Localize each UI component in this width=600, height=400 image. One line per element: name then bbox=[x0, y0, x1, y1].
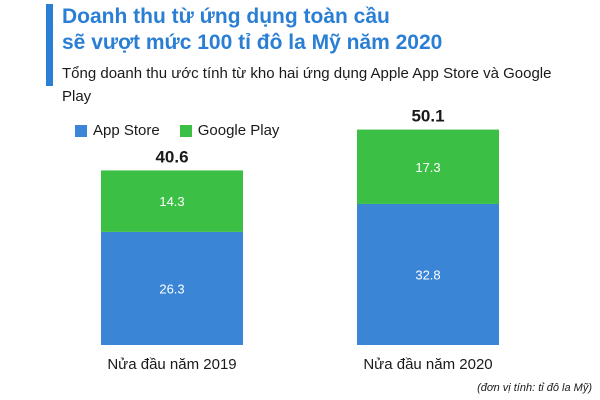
chart-title-line-2: sẽ vượt mức 100 tỉ đô la Mỹ năm 2020 bbox=[62, 31, 443, 54]
chart-subtitle: Tổng doanh thu ước tính từ kho hai ứng d… bbox=[62, 65, 552, 105]
total-label-2: 50.1 bbox=[411, 107, 444, 126]
legend-item-google-play: Google Play bbox=[179, 122, 280, 139]
legend-label-app-store: App Store bbox=[93, 122, 160, 139]
data-label-google-play-1: 14.3 bbox=[159, 194, 184, 209]
legend: App Store Google Play bbox=[75, 122, 299, 139]
bar-segment-app-store-2 bbox=[357, 203, 499, 345]
x-tick-label-2: Nửa đầu năm 2020 bbox=[363, 356, 492, 373]
legend-item-app-store: App Store bbox=[75, 122, 160, 139]
bar-segment-google-play-2 bbox=[357, 129, 499, 204]
title-accent-bar bbox=[46, 4, 53, 86]
data-label-google-play-2: 17.3 bbox=[415, 160, 440, 175]
total-label-1: 40.6 bbox=[155, 147, 188, 166]
data-label-app-store-1: 26.3 bbox=[159, 281, 184, 296]
bar-segment-app-store-1 bbox=[101, 231, 243, 345]
unit-note: (đơn vị tính: tỉ đô la Mỹ) bbox=[477, 382, 592, 394]
chart-title: Doanh thu từ ứng dụng toàn cầu sẽ vượt m… bbox=[62, 4, 442, 56]
bar-segment-google-play-1 bbox=[101, 170, 243, 232]
x-tick-label-1: Nửa đầu năm 2019 bbox=[107, 356, 236, 373]
data-label-app-store-2: 32.8 bbox=[415, 267, 440, 282]
legend-swatch-google-play bbox=[179, 124, 192, 137]
legend-swatch-app-store bbox=[75, 124, 87, 137]
chart-title-line-1: Doanh thu từ ứng dụng toàn cầu bbox=[62, 5, 390, 28]
legend-label-google-play: Google Play bbox=[197, 122, 280, 139]
